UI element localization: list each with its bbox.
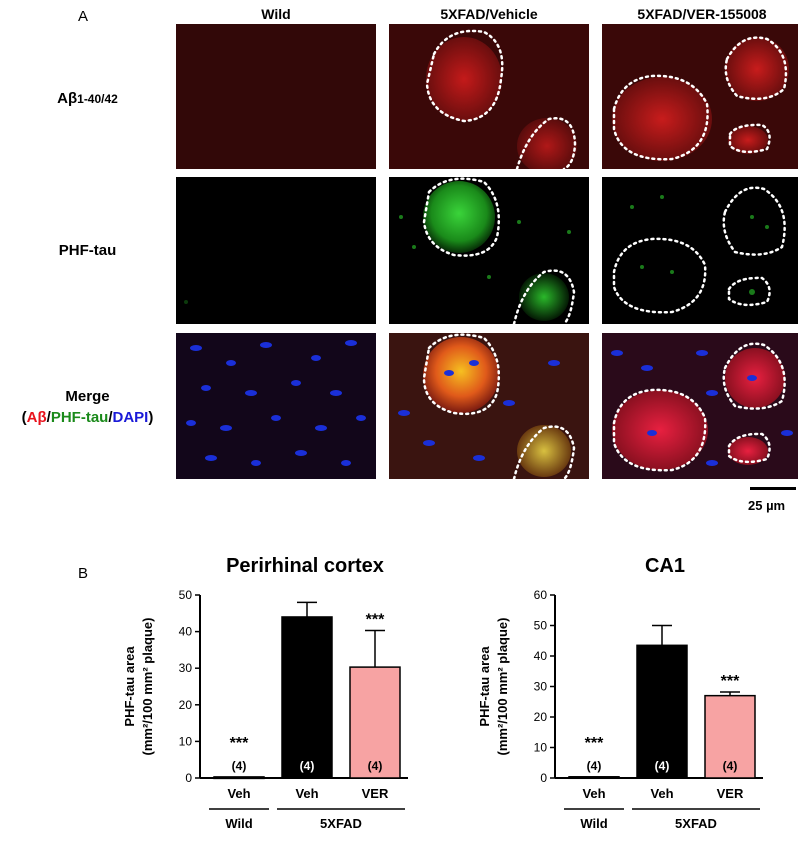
y-tick-label-ca1: 50: [534, 619, 548, 633]
row-label-phftau: PHF-tau: [58, 242, 117, 259]
y-tick-label-ca1: 60: [534, 588, 548, 602]
y-tick-label-ca1: 10: [534, 741, 548, 755]
bar-chart-perirhinal: PHF-tau area (mm²/100 mm² plaque) 0 10 20 30 4…: [122, 588, 408, 831]
category-label-perirhinal-0: Veh: [227, 786, 250, 801]
merge-abeta-label: Aβ: [26, 409, 47, 426]
bar-perirhinal-2: [349, 666, 401, 779]
micrograph-wild-abeta: [176, 24, 376, 169]
panel-letter-a: A: [78, 8, 89, 25]
y-tick-label-ca1: 20: [534, 710, 548, 724]
bar-ca1-0: [568, 776, 620, 780]
column-header-vehicle: 5XFAD/Vehicle: [440, 6, 538, 22]
y-axis-label-line1-perirhinal: PHF-tau area: [122, 646, 137, 727]
n-label-perirhinal-1: (4): [300, 759, 315, 773]
row-label-merge: Merge (Aβ/PHF-tau/DAPI): [0, 386, 175, 428]
bar-ca1-2: [704, 694, 756, 779]
n-label-perirhinal-0: (4): [232, 759, 247, 773]
micrograph-ver-phftau: [602, 177, 798, 324]
micrograph-wild-merge: [176, 333, 376, 479]
micrograph-vehicle-phftau: [389, 177, 589, 324]
significance-ca1-2: ***: [721, 673, 740, 690]
micrograph-ver-merge: [602, 333, 798, 479]
category-label-ca1-1: Veh: [650, 786, 673, 801]
significance-perirhinal-0: ***: [230, 735, 249, 752]
bar-perirhinal-0: [213, 776, 265, 780]
y-tick-label-perirhinal: 0: [185, 771, 192, 785]
category-label-ca1-0: Veh: [582, 786, 605, 801]
merge-dapi-label: DAPI: [112, 409, 149, 426]
y-tick-label-perirhinal: 10: [179, 734, 193, 748]
micrograph-vehicle-abeta: [389, 24, 589, 169]
n-label-ca1-2: (4): [723, 759, 738, 773]
scale-bar-label: 25 µm: [748, 498, 786, 513]
n-label-perirhinal-2: (4): [368, 759, 383, 773]
y-axis-label-line2-perirhinal: (mm²/100 mm² plaque): [140, 618, 155, 756]
merge-slash-1: /: [46, 409, 51, 426]
group-label-ca1-1: 5XFAD: [675, 816, 717, 831]
group-label-perirhinal-0: Wild: [225, 816, 252, 831]
micrograph-vehicle-merge: [389, 333, 589, 479]
significance-perirhinal-2: ***: [366, 612, 385, 629]
chart-title-perirhinal: Perirhinal cortex: [226, 555, 384, 577]
n-label-ca1-1: (4): [655, 759, 670, 773]
y-tick-label-ca1: 0: [540, 771, 547, 785]
merge-title: Merge: [65, 388, 110, 405]
y-axis-label-line1-ca1: PHF-tau area: [477, 646, 492, 727]
column-header-ver: 5XFAD/VER-155008: [637, 6, 767, 22]
micrograph-wild-phftau: [176, 177, 376, 324]
y-tick-label-perirhinal: 30: [179, 661, 193, 675]
bar-chart-ca1: PHF-tau area (mm²/100 mm² plaque) 0 10 20 30 4…: [477, 588, 763, 831]
scale-bar: [750, 487, 796, 490]
merge-phftau-label: PHF-tau: [50, 409, 109, 426]
y-axis-label-line2-ca1: (mm²/100 mm² plaque): [495, 618, 510, 756]
column-header-wild: Wild: [261, 6, 291, 22]
chart-title-ca1: CA1: [644, 555, 685, 577]
row-label-abeta-sub: 1-40/42: [77, 92, 118, 106]
y-tick-label-perirhinal: 50: [179, 588, 193, 602]
merge-paren-close: ): [148, 409, 154, 426]
y-tick-label-ca1: 40: [534, 649, 548, 663]
merge-paren-open: (: [21, 409, 27, 426]
significance-ca1-0: ***: [585, 735, 604, 752]
row-label-abeta-main: Aβ: [57, 90, 78, 107]
merge-slash-2: /: [108, 409, 113, 426]
category-label-ca1-2: VER: [717, 786, 744, 801]
y-tick-label-ca1: 30: [534, 680, 548, 694]
panel-letter-b: B: [78, 565, 89, 582]
n-label-ca1-0: (4): [587, 759, 602, 773]
group-label-ca1-0: Wild: [580, 816, 607, 831]
category-label-perirhinal-1: Veh: [295, 786, 318, 801]
group-label-perirhinal-1: 5XFAD: [320, 816, 362, 831]
y-tick-label-perirhinal: 20: [179, 698, 193, 712]
row-label-abeta: Aβ1-40/42: [0, 90, 175, 107]
y-tick-label-perirhinal: 40: [179, 625, 193, 639]
micrograph-ver-abeta: [602, 24, 798, 169]
bar-ca1-1: [636, 644, 688, 779]
bar-perirhinal-1: [281, 616, 333, 779]
category-label-perirhinal-2: VER: [362, 786, 389, 801]
